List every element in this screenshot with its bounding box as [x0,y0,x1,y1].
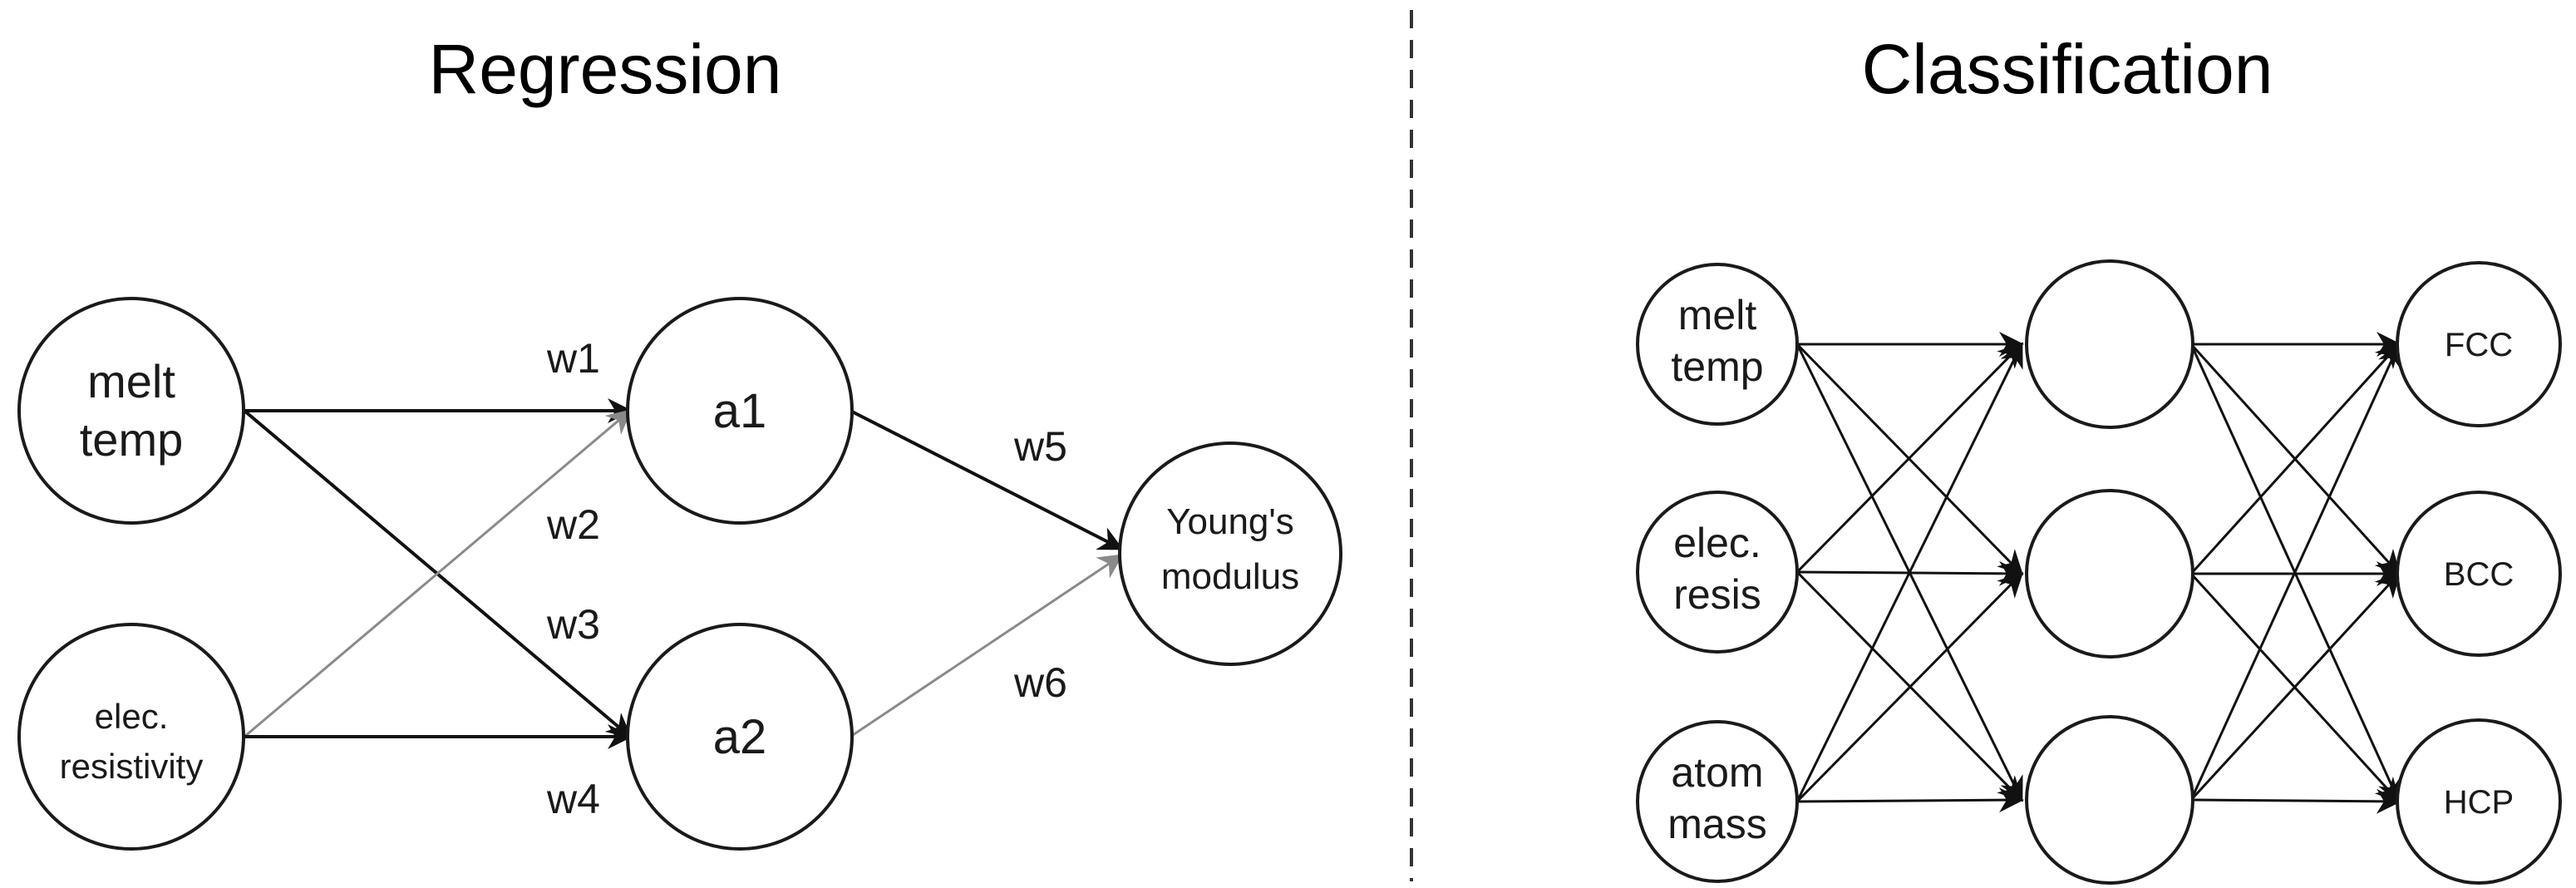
node-label-line2: resis [1673,571,1761,618]
weight-label-w1: w1 [546,335,600,382]
node-label-line2: temp [80,413,184,466]
classification-hidden-node [2025,715,2194,885]
node-label-line2: mass [1667,801,1766,847]
node-label-line2: resistivity [60,747,204,786]
weight-label-w4: w4 [546,776,600,822]
edge-w5 [850,409,1124,550]
classification-input-atom-mass: atom mass [1636,720,1799,883]
classification-hidden-node [2025,259,2194,429]
regression-hidden-a1: a1 [626,297,854,525]
edge [2190,788,2401,814]
edge [1795,342,2024,574]
classification-input-melt-temp: melt temp [1636,263,1799,426]
classification-title: Classification [1862,30,2273,108]
weight-label-w3: w3 [546,601,600,648]
classification-edges-input-hidden [1795,332,2024,813]
classification-output-hcp: HCP [2396,718,2562,885]
edge [2189,342,2401,801]
weight-label-w5: w5 [1013,423,1067,470]
node-label: a1 [713,384,767,438]
node-label: FCC [2445,327,2513,363]
regression-title: Regression [429,30,782,108]
edge [2189,571,2401,802]
regression-hidden-a2: a2 [626,623,854,851]
edge-w2 [244,409,633,738]
classification-input-elec-resis: elec. resis [1636,491,1799,654]
edge [2189,342,2401,575]
classification-hidden-node [2025,489,2194,659]
edge [1795,571,2024,803]
regression-output-youngs-modulus: Young's modulus [1118,442,1342,666]
node-label-line2: modulus [1161,556,1299,597]
regression-input-elec-resistivity: elec. resistivity [17,623,245,851]
edge [1796,787,2024,813]
node-label-line1: melt [1678,292,1757,338]
node-label-line1: elec. [1673,520,1761,566]
node-label: BCC [2444,556,2514,593]
classification-edges-hidden-output [2189,332,2401,814]
weight-label-w2: w2 [546,501,600,548]
regression-edges [243,398,1124,749]
node-label-line2: temp [1671,343,1763,390]
node-label-line1: elec. [95,697,169,736]
regression-input-melt-temp: melt temp [17,297,245,525]
edge-w6 [850,554,1124,738]
node-label-line1: atom [1671,749,1763,796]
node-label: a2 [713,710,767,764]
node-label-line1: Young's [1166,501,1294,542]
node-label: HCP [2444,784,2514,821]
edge [1795,342,2023,802]
classification-output-fcc: FCC [2396,261,2562,427]
classification-output-bcc: BCC [2396,491,2562,657]
weight-label-w6: w6 [1013,659,1067,706]
node-label-line1: melt [87,355,175,407]
